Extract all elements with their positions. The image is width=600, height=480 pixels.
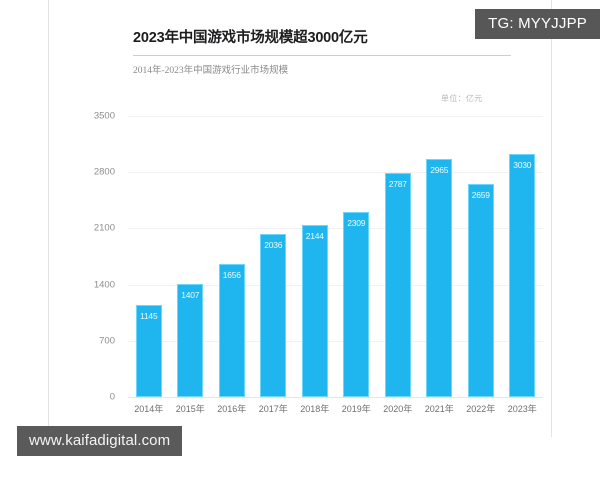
bar-value-label: 3030 — [513, 159, 532, 170]
bar-value-label: 2309 — [347, 217, 366, 228]
gridline-0 — [128, 397, 543, 398]
bar-value-label: 1656 — [222, 270, 241, 281]
unit-label: 单位：亿元 — [441, 94, 483, 103]
y-tick-label: 0 — [109, 391, 115, 403]
bar-value-label: 2144 — [305, 230, 324, 241]
x-tick-label: 2014年 — [134, 404, 164, 414]
gridline-2100 — [128, 228, 543, 230]
x-tick-label: 2022年 — [466, 404, 496, 414]
y-tick-label: 700 — [99, 335, 115, 347]
gridline-3500 — [128, 116, 543, 117]
bar: 2036 — [260, 233, 287, 397]
chart-title: 2023年中国游戏市场规模超3000亿元 — [133, 30, 368, 46]
x-tick-label: 2020年 — [383, 404, 413, 414]
bar-value-label: 1407 — [181, 290, 200, 301]
bar: 2965 — [426, 158, 453, 397]
y-axis: 0 700 1400 2100 2800 3500 — [49, 111, 123, 403]
bar: 1145 — [135, 305, 162, 397]
chart-card: 2023年中国游戏市场规模超3000亿元 2014年-2023年中国游戏行业市场… — [49, 0, 551, 437]
bar: 3030 — [509, 153, 536, 397]
bars-layer: 1145 1407 1656 2036 2144 2309 2787 2965 2659 3030 — [128, 116, 543, 397]
x-tick-label: 2018年 — [300, 404, 330, 414]
bar-value-label: 1145 — [140, 311, 158, 322]
tg-badge: TG: MYYJJPP — [475, 9, 600, 39]
bar: 1407 — [177, 284, 204, 397]
gridline-2800 — [128, 172, 543, 174]
bar-value-label: 2036 — [264, 239, 283, 250]
x-tick-label: 2019年 — [341, 404, 371, 414]
bar: 1656 — [218, 264, 245, 397]
y-tick-label: 2800 — [93, 166, 115, 178]
bar: 2787 — [384, 173, 411, 397]
x-tick-label: 2016年 — [217, 404, 247, 414]
card-left-edge — [48, 0, 49, 437]
card-right-edge — [551, 0, 552, 437]
gridline-700 — [128, 340, 543, 342]
bar-value-label: 2965 — [430, 164, 449, 175]
x-tick-label: 2017年 — [258, 404, 288, 414]
site-watermark: www.kaifadigital.com — [17, 426, 183, 456]
x-tick-label: 2023年 — [507, 404, 537, 414]
bar-value-label: 2787 — [388, 179, 407, 190]
y-tick-label: 1400 — [93, 279, 115, 291]
chart-subtitle: 2014年-2023年中国游戏行业市场规模 — [133, 66, 289, 76]
bar: 2144 — [301, 224, 328, 397]
x-axis: 2014年 2015年 2016年 2017年 2018年 2019年 2020年 2021年… — [128, 402, 543, 418]
y-tick-label: 2100 — [93, 222, 115, 234]
y-tick-label: 3500 — [93, 110, 115, 122]
gridline-1400 — [128, 284, 543, 286]
x-tick-label: 2021年 — [424, 404, 454, 414]
x-tick-label: 2015年 — [175, 404, 205, 414]
plot-gridlines — [128, 116, 543, 398]
bar: 2309 — [343, 211, 370, 397]
title-divider — [133, 55, 511, 56]
bar: 2659 — [467, 183, 494, 397]
chart-heading-block: 2023年中国游戏市场规模超3000亿元 2014年-2023年中国游戏行业市场… — [133, 28, 513, 78]
bar-value-label: 2659 — [471, 189, 490, 200]
